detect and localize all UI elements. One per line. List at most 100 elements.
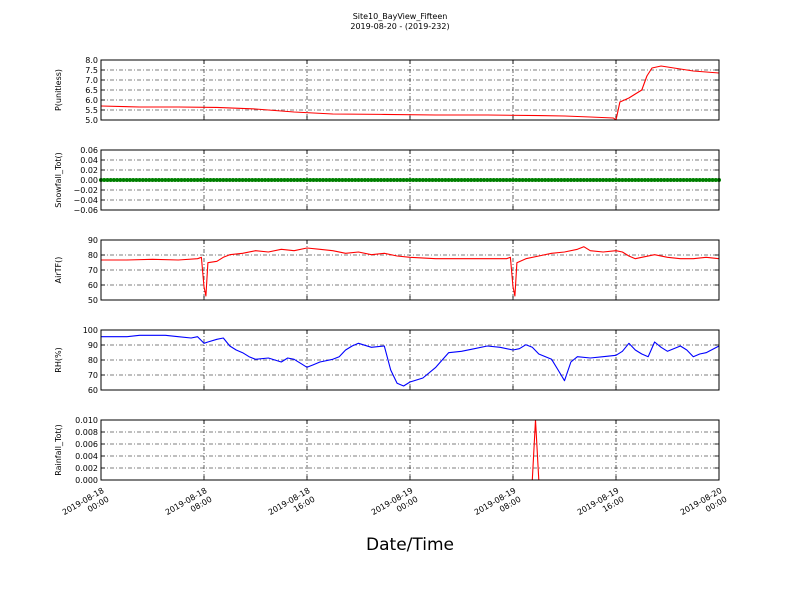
data-point — [472, 178, 477, 182]
chart-title: Site10_BayView_Fifteen — [353, 12, 448, 21]
data-point — [395, 178, 400, 182]
data-point — [578, 178, 583, 182]
data-point — [620, 178, 625, 182]
data-point — [575, 178, 580, 182]
data-point — [115, 178, 120, 182]
y-tick-label: 7.0 — [85, 76, 98, 85]
series-line — [101, 334, 720, 387]
series-markers — [99, 178, 721, 182]
y-tick-label: 0.06 — [80, 146, 98, 155]
data-point — [388, 178, 393, 182]
data-point — [704, 178, 709, 182]
y-axis-label: RH(%) — [54, 347, 63, 372]
data-point — [453, 178, 458, 182]
y-tick-label: 0.02 — [80, 166, 98, 175]
data-point — [144, 178, 149, 182]
series-line — [101, 246, 720, 297]
y-tick-label: 0.004 — [75, 452, 98, 461]
data-point — [169, 178, 174, 182]
y-tick-label: −0.04 — [73, 196, 98, 205]
data-point — [546, 178, 551, 182]
y-tick-label: −0.06 — [73, 206, 98, 215]
data-point — [202, 178, 206, 182]
data-point — [282, 178, 287, 182]
axes-frame — [100, 239, 720, 301]
y-tick-label: 0.008 — [75, 428, 98, 437]
data-point — [417, 178, 422, 182]
data-point — [227, 178, 232, 182]
data-point — [240, 178, 245, 182]
data-point — [379, 178, 384, 182]
y-tick-label: 5.5 — [85, 106, 98, 115]
data-point — [591, 178, 596, 182]
data-point — [427, 178, 432, 182]
data-point — [350, 178, 355, 182]
data-point — [623, 178, 628, 182]
subplot-5: 0.000 0.002 0.004 0.006 0.008 0.010 Rainfall_T… — [54, 416, 720, 485]
data-point — [411, 178, 416, 182]
data-point — [272, 178, 277, 182]
data-point — [298, 178, 303, 182]
data-point — [173, 178, 178, 182]
data-point — [305, 178, 309, 182]
data-point — [111, 178, 116, 182]
data-point — [475, 178, 480, 182]
data-point — [263, 178, 268, 182]
data-point — [414, 178, 419, 182]
data-point — [137, 178, 142, 182]
series-line — [100, 65, 720, 121]
data-point — [166, 178, 171, 182]
data-point — [366, 178, 371, 182]
data-point — [237, 178, 242, 182]
data-point — [469, 178, 474, 182]
data-point — [691, 178, 696, 182]
data-point — [694, 178, 699, 182]
data-point — [636, 178, 641, 182]
data-point — [205, 178, 210, 182]
data-point — [253, 178, 258, 182]
data-point — [681, 178, 686, 182]
data-point — [247, 178, 252, 182]
data-point — [121, 178, 126, 182]
data-point — [488, 178, 493, 182]
data-point — [382, 178, 387, 182]
y-tick-label: 100 — [83, 326, 98, 335]
data-point — [630, 178, 635, 182]
data-point — [108, 178, 113, 182]
data-point — [150, 178, 155, 182]
x-axis-label: Date/Time — [366, 535, 454, 555]
data-point — [224, 178, 229, 182]
data-point — [153, 178, 158, 182]
data-point — [102, 178, 107, 182]
subplot-1: 5.05.56.06.57.07.58.0 P(unitless) — [54, 56, 720, 125]
data-point — [533, 178, 538, 182]
data-point — [626, 178, 631, 182]
data-point — [230, 178, 235, 182]
data-point — [530, 178, 535, 182]
data-point — [536, 178, 541, 182]
data-point — [507, 178, 512, 182]
data-point — [195, 178, 200, 182]
y-tick-label: 60 — [88, 281, 98, 290]
data-point — [317, 178, 322, 182]
data-point — [665, 178, 670, 182]
data-point — [314, 178, 319, 182]
data-point — [424, 178, 429, 182]
data-point — [279, 178, 284, 182]
data-point — [562, 178, 567, 182]
data-point — [179, 178, 184, 182]
data-point — [118, 178, 123, 182]
data-point — [330, 178, 335, 182]
data-point — [655, 178, 660, 182]
data-point — [604, 178, 609, 182]
data-point — [617, 178, 622, 182]
data-point — [340, 178, 345, 182]
data-point — [404, 178, 409, 182]
data-point — [276, 178, 281, 182]
y-tick-label: 0.002 — [75, 464, 98, 473]
